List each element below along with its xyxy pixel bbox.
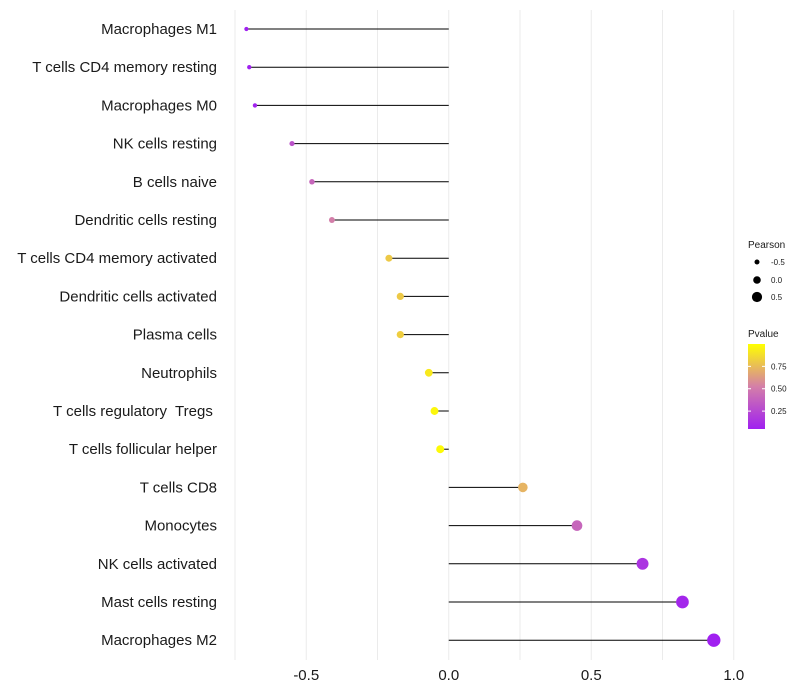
lollipop-point	[707, 633, 721, 647]
category-label: B cells naive	[133, 174, 217, 191]
lollipop-point	[424, 368, 433, 377]
legend-size-label: 0.5	[771, 293, 783, 302]
color-tick-label: 0.75	[771, 362, 787, 371]
category-label: Macrophages M2	[101, 632, 217, 649]
category-label: Dendritic cells resting	[74, 212, 217, 229]
grid-layer	[234, 10, 735, 660]
category-label: T cells CD8	[140, 479, 217, 496]
legend-size-dot	[751, 291, 763, 303]
category-label: Macrophages M1	[101, 21, 217, 38]
lollipop-point	[571, 520, 583, 531]
legend-size-label: 0.0	[771, 276, 783, 285]
x-tick-label: 0.5	[581, 667, 602, 684]
category-label: NK cells resting	[113, 136, 217, 153]
x-tick-label: 1.0	[723, 667, 744, 684]
lollipop-point	[309, 179, 315, 185]
category-label: Macrophages M0	[101, 97, 217, 114]
legend-color-title: Pvalue	[748, 329, 779, 340]
color-legend-ticks: 0.75 0.50 0.25	[748, 362, 787, 416]
x-tick-label: -0.5	[293, 667, 319, 684]
lollipop-point	[247, 65, 252, 70]
category-label: Monocytes	[144, 518, 217, 535]
lollipop-point	[518, 482, 528, 493]
category-label: Mast cells resting	[101, 594, 217, 611]
legend-size-dot	[754, 259, 760, 265]
category-labels: Macrophages M1 T cells CD4 memory resting…	[17, 21, 217, 649]
lollipop-point	[328, 217, 335, 223]
lollipop-point	[244, 26, 249, 32]
size-legend: -0.5 0.0 0.5	[751, 258, 785, 303]
lollipop-point	[396, 292, 404, 301]
lollipop-point	[289, 141, 295, 147]
lollipop-point	[396, 330, 404, 339]
category-label: Neutrophils	[141, 365, 217, 382]
lollipop-point	[676, 595, 689, 609]
legend-size-label: -0.5	[771, 258, 785, 267]
legend-size-dot	[753, 276, 761, 284]
color-tick-label: 0.25	[771, 407, 787, 416]
lollipop-point	[436, 445, 445, 454]
color-bar	[748, 344, 765, 429]
legend: Pearson -0.5 0.0 0.5 Pvalue 0.75 0.50 0.25	[748, 240, 787, 429]
category-label: NK cells activated	[98, 556, 217, 573]
x-tick-label: 0.0	[438, 667, 459, 684]
category-label: T cells follicular helper	[69, 441, 217, 458]
category-label: T cells CD4 memory activated	[17, 250, 217, 267]
x-axis-ticks: -0.5 0.0 0.5 1.0	[293, 667, 744, 684]
category-label: T cells CD4 memory resting	[32, 59, 217, 76]
category-label: T cells regulatory Tregs	[53, 403, 217, 420]
lollipop-point	[252, 103, 258, 108]
lollipop-point	[430, 407, 439, 415]
lollipop-point	[636, 557, 649, 570]
stem-layer	[246, 28, 714, 641]
color-tick-label: 0.50	[771, 385, 787, 394]
lollipop-point	[385, 254, 393, 262]
category-label: Dendritic cells activated	[59, 288, 217, 305]
point-layer	[244, 26, 721, 647]
legend-size-title: Pearson	[748, 240, 785, 251]
category-label: Plasma cells	[133, 327, 217, 344]
